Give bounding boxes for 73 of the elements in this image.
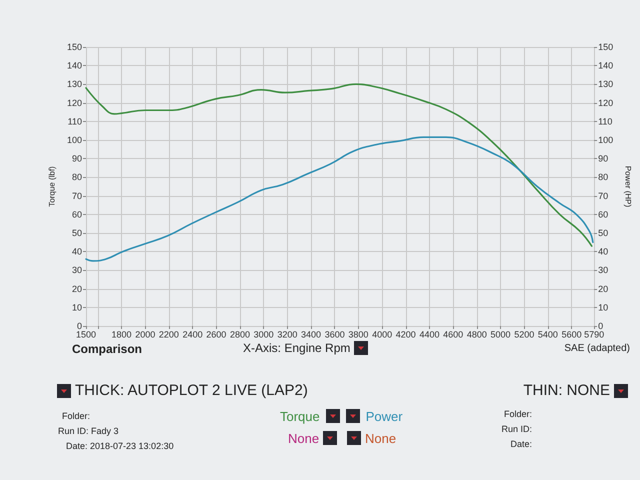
- x-tick-label: 1800: [112, 330, 132, 340]
- text: Power: [366, 408, 403, 424]
- y2-tick-label: 0: [598, 321, 604, 331]
- y2-tick-label: 40: [598, 246, 608, 257]
- y2-tick-label: 140: [598, 60, 614, 71]
- x-tick-label: 1500: [76, 330, 96, 340]
- x-tick-label: 2800: [230, 330, 250, 340]
- y2-tick-label: 90: [598, 154, 608, 164]
- y2-tick-label: 30: [598, 265, 608, 276]
- x-tick-label: 5200: [514, 330, 534, 340]
- y-tick-label: 60: [72, 209, 82, 220]
- y2-tick-label: 20: [598, 284, 608, 294]
- y-tick-label: 150: [66, 42, 82, 52]
- x-tick-label: 4400: [419, 330, 440, 340]
- y-tick-label: 110: [68, 116, 82, 126]
- text: SAE (adapted): [564, 343, 630, 354]
- x-tick-label: 5600: [562, 330, 582, 340]
- x-tick-label: 3200: [277, 330, 298, 340]
- text: Run ID: Fady 3: [58, 426, 119, 436]
- y-tick-label: 140: [66, 60, 82, 71]
- y-tick-label: 90: [72, 154, 82, 164]
- x-tick-label: 5000: [490, 330, 511, 340]
- line-series: [85, 83, 593, 247]
- y-tick-label: 120: [66, 98, 82, 108]
- x-tick-label: 5790: [584, 330, 604, 340]
- y2-tick-label: 150: [598, 42, 614, 52]
- text: Torque: [280, 408, 320, 424]
- y2-tick-label: 120: [598, 98, 614, 108]
- y-tick-label: 70: [72, 190, 82, 201]
- text: None: [288, 430, 320, 446]
- x-tick-label: 4200: [396, 330, 416, 340]
- x-tick-label: 4800: [466, 330, 487, 340]
- y2-tick-label: 110: [598, 116, 612, 126]
- text: Date:: [510, 439, 532, 449]
- x-tick-label: 3600: [324, 330, 345, 340]
- text: Date: 2018-07-23 13:02:30: [66, 441, 174, 451]
- y2-tick-label: 80: [598, 172, 608, 182]
- x-tick-label: 2600: [206, 330, 226, 340]
- text: THIN: NONE: [523, 382, 610, 399]
- y-axis-title: Torque (lbf): [48, 166, 57, 207]
- text: Run ID:: [501, 424, 532, 434]
- y-tick-label: 10: [72, 302, 82, 312]
- y2-tick-label: 100: [598, 135, 614, 145]
- y-tick-label: 30: [72, 265, 82, 276]
- y-tick-label: 0: [76, 321, 82, 331]
- line-series: [85, 136, 594, 262]
- x-tick-label: 4000: [372, 330, 392, 340]
- text: THICK: AUTOPLOT 2 LIVE (LAP2): [75, 382, 308, 399]
- x-tick-label: 2200: [158, 330, 179, 340]
- x-tick-label: 5400: [538, 330, 558, 340]
- y2-axis-title: Power (HP): [624, 166, 632, 208]
- y-tick-label: 100: [66, 135, 82, 145]
- y-tick-label: 40: [72, 246, 82, 257]
- x-tick-label: 4600: [443, 330, 464, 340]
- y2-tick-label: 50: [598, 228, 608, 238]
- x-tick-label: 3400: [301, 330, 322, 340]
- y-tick-label: 130: [66, 79, 82, 90]
- y2-tick-label: 130: [598, 79, 614, 90]
- x-tick-label: 2000: [135, 330, 156, 340]
- text: Comparison: [72, 342, 142, 356]
- y2-tick-label: 60: [598, 209, 608, 220]
- x-tick-label: 3000: [254, 330, 274, 340]
- y2-tick-label: 10: [598, 302, 608, 312]
- y-tick-label: 20: [72, 284, 82, 294]
- text: None: [365, 430, 396, 446]
- y-tick-label: 50: [72, 228, 82, 238]
- x-tick-label: 2400: [182, 330, 203, 340]
- y2-tick-label: 70: [598, 190, 608, 201]
- y-tick-label: 80: [72, 172, 82, 182]
- x-tick-label: 3800: [348, 330, 368, 340]
- text: Folder:: [504, 409, 532, 419]
- x-axis-title: X-Axis: Engine Rpm: [243, 341, 350, 355]
- text: Folder:: [62, 411, 90, 421]
